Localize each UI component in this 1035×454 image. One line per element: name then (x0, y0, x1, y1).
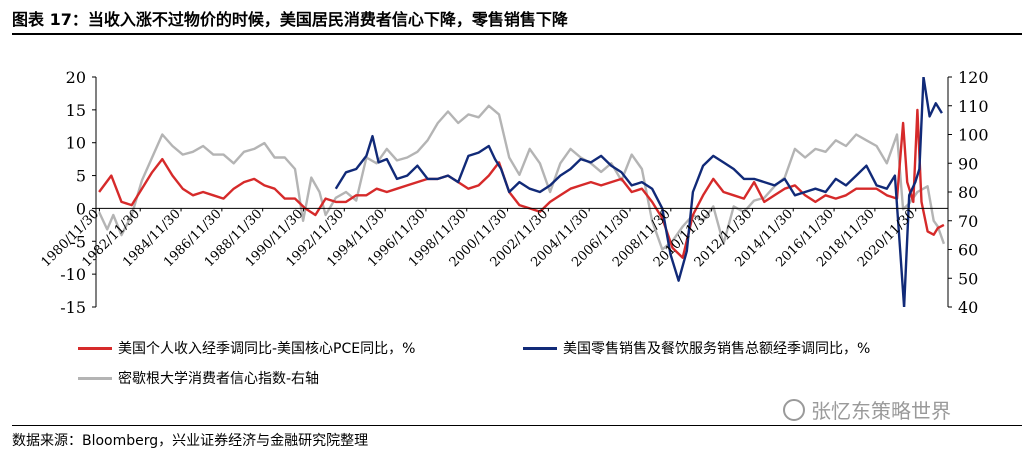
right-tick-label: 100 (958, 126, 989, 145)
left-tick-label: 15 (66, 101, 86, 120)
source-divider (12, 425, 1022, 426)
left-tick-label: 0 (76, 199, 86, 218)
left-tick-label: -10 (60, 265, 86, 284)
left-tick-label: -5 (70, 232, 86, 251)
legend-item-sentiment: 密歇根大学消费者信心指数-右轴 (78, 368, 319, 388)
legend-label-income: 美国个人收入经季调同比-美国核心PCE同比，% (118, 341, 416, 357)
left-tick-label: 20 (66, 68, 86, 87)
left-tick-label: 5 (76, 167, 86, 186)
legend-item-income: 美国个人收入经季调同比-美国核心PCE同比，% (78, 338, 415, 358)
legend-label-retail-sales: 美国零售销售及餐饮服务销售总额经季调同比，% (563, 341, 871, 357)
axes: -15-10-505101520405060708090100110120198… (39, 68, 989, 317)
series-lines (98, 77, 946, 307)
legend-label-sentiment: 密歇根大学消费者信心指数-右轴 (118, 371, 320, 387)
right-tick-label: 50 (958, 269, 978, 288)
title-divider (12, 33, 1022, 35)
income-real-yoy-line (98, 108, 945, 259)
right-tick-label: 70 (958, 212, 978, 231)
right-tick-label: 80 (958, 183, 978, 202)
right-tick-label: 40 (958, 298, 978, 317)
retail-sales-yoy-line (334, 77, 943, 307)
right-tick-label: 110 (958, 97, 989, 116)
line-chart: -15-10-505101520405060708090100110120198… (39, 68, 989, 317)
legend-swatch-retail-sales (523, 346, 557, 350)
chart-title: 图表 17：当收入涨不过物价的时候，美国居民消费者信心下降，零售销售下降 (12, 10, 568, 29)
watermark: 张忆东策略世界 (783, 395, 951, 424)
source-note: 数据来源：Bloomberg，兴业证券经济与金融研究院整理 (12, 433, 369, 449)
legend-swatch-sentiment (78, 376, 112, 380)
watermark-text: 张忆东策略世界 (811, 399, 951, 423)
right-tick-label: 120 (958, 68, 989, 87)
consumer-sentiment-line (98, 104, 946, 251)
legend-item-retail-sales: 美国零售销售及餐饮服务销售总额经季调同比，% (523, 338, 870, 358)
left-tick-label: 10 (66, 134, 86, 153)
legend-swatch-income (78, 346, 112, 350)
left-tick-label: -15 (60, 298, 86, 317)
right-tick-label: 90 (958, 154, 978, 173)
wechat-icon (783, 398, 805, 421)
right-tick-label: 60 (958, 241, 978, 260)
